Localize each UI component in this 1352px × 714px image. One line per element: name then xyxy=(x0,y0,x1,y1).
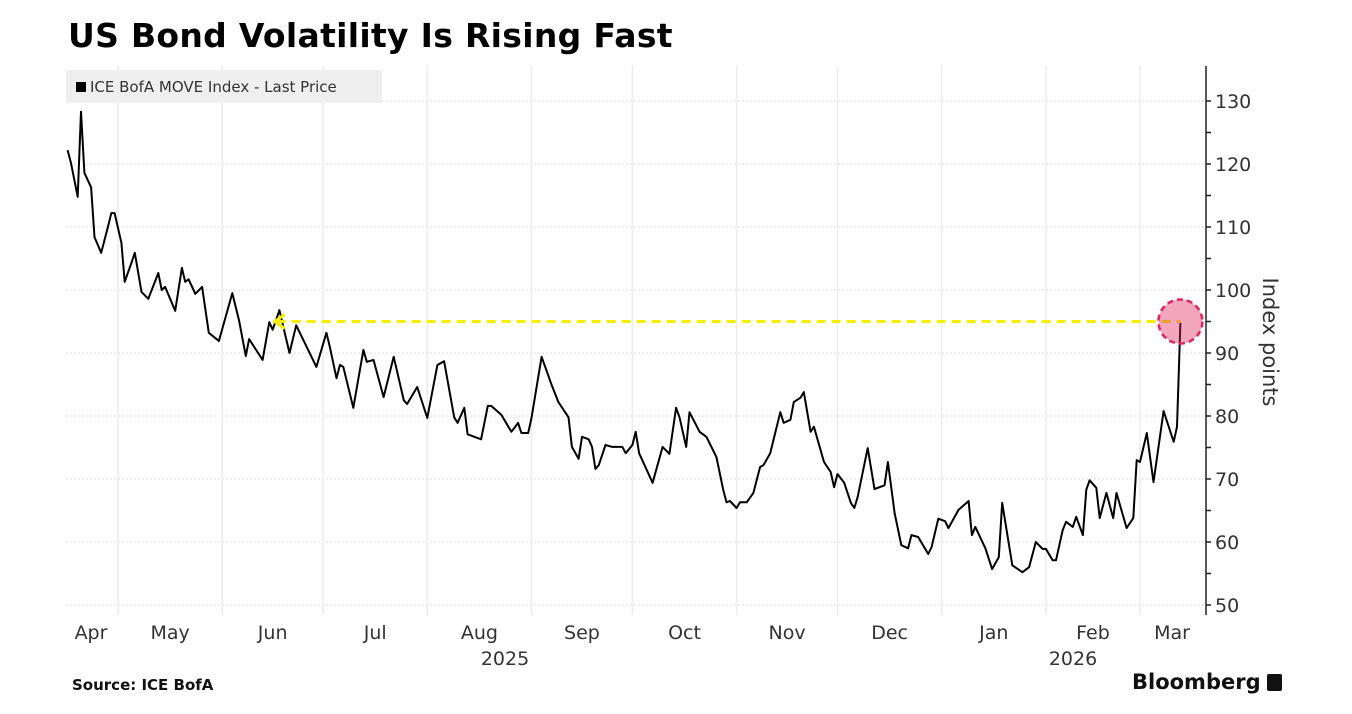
x-tick-label: Apr xyxy=(75,622,108,644)
x-tick-label: Nov xyxy=(768,622,805,644)
x-tick-label: Jan xyxy=(978,622,1008,644)
x-tick-label: Oct xyxy=(668,622,701,644)
y-tick-label: 130 xyxy=(1215,91,1251,113)
x-tick-label: May xyxy=(150,622,189,644)
y-tick-label: 70 xyxy=(1215,469,1239,491)
bloomberg-chart-icon xyxy=(1266,673,1282,691)
y-tick-label: 100 xyxy=(1215,280,1251,302)
legend-swatch xyxy=(76,81,86,92)
x-tick-label: Sep xyxy=(564,622,600,644)
y-axis-label: Index points xyxy=(1258,277,1282,407)
legend: ICE BofA MOVE Index - Last Price xyxy=(66,70,382,103)
y-tick-label: 80 xyxy=(1215,406,1239,428)
source-note: Source: ICE BofA xyxy=(72,676,214,694)
series-line xyxy=(66,110,1182,574)
chart-title: US Bond Volatility Is Rising Fast xyxy=(68,16,673,55)
y-tick-label: 50 xyxy=(1215,595,1239,617)
highlight-circle xyxy=(1157,298,1204,345)
y-tick-label: 110 xyxy=(1215,217,1251,239)
legend-label: ICE BofA MOVE Index - Last Price xyxy=(90,77,337,96)
y-tick-label: 120 xyxy=(1215,154,1251,176)
x-year-label: 2025 xyxy=(481,648,529,670)
bloomberg-logo: Bloomberg xyxy=(1132,670,1282,694)
x-year-label: 2026 xyxy=(1049,648,1097,670)
y-tick-label: 90 xyxy=(1215,343,1239,365)
x-tick-label: Feb xyxy=(1076,622,1110,644)
arrowhead-icon xyxy=(272,313,286,330)
x-tick-label: Dec xyxy=(871,622,908,644)
x-tick-label: Aug xyxy=(461,622,498,644)
x-tick-label: Jul xyxy=(363,622,387,644)
brand-text: Bloomberg xyxy=(1132,670,1261,694)
y-tick-label: 60 xyxy=(1215,532,1239,554)
x-tick-label: Mar xyxy=(1154,622,1190,644)
x-tick-label: Jun xyxy=(257,622,288,644)
